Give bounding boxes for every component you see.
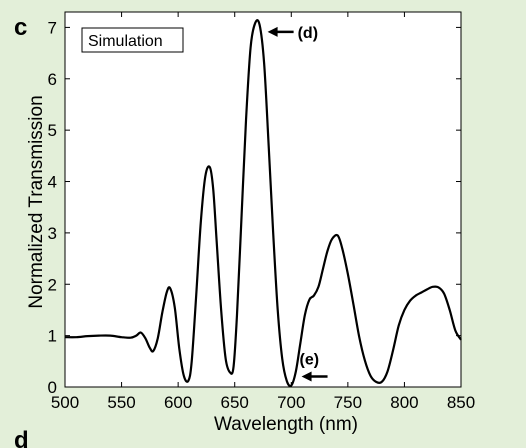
arrow-left-icon <box>301 371 312 382</box>
y-tick-label: 1 <box>48 327 57 346</box>
legend-text: Simulation <box>88 33 163 50</box>
x-axis: 500 550 600 650 700 750 800 850 <box>51 12 475 412</box>
annotation-label: (e) <box>300 351 320 368</box>
annotations: (d) (e) <box>267 25 328 382</box>
x-axis-label: Wavelength (nm) <box>214 414 358 435</box>
panel-label-c: c <box>14 14 27 41</box>
plot-area <box>64 11 462 388</box>
panel-label-d: d <box>14 427 29 448</box>
legend-frame <box>81 27 184 53</box>
arrow-left-icon <box>267 26 278 37</box>
x-tick-label: 600 <box>164 393 192 412</box>
x-tick-label: 750 <box>334 393 362 412</box>
legend-box: Simulation <box>81 27 184 53</box>
x-tick-label: 700 <box>277 393 305 412</box>
x-tick-label: 800 <box>390 393 418 412</box>
y-tick-label: 0 <box>48 378 57 397</box>
y-axis: 0 1 2 3 4 5 6 7 <box>48 18 461 397</box>
x-tick-label: 650 <box>221 393 249 412</box>
x-tick-label: 500 <box>51 393 79 412</box>
transmission-curve <box>64 19 462 388</box>
y-tick-label: 5 <box>48 121 57 140</box>
x-tick-label: 850 <box>447 393 475 412</box>
y-tick-label: 3 <box>48 224 57 243</box>
y-tick-label: 7 <box>48 18 57 37</box>
annotation-label: (d) <box>298 25 318 42</box>
y-tick-label: 2 <box>48 275 57 294</box>
x-tick-label: 550 <box>107 393 135 412</box>
y-tick-label: 6 <box>48 70 57 89</box>
y-axis-label: Normalized Transmission <box>26 95 47 308</box>
y-tick-label: 4 <box>48 173 57 192</box>
